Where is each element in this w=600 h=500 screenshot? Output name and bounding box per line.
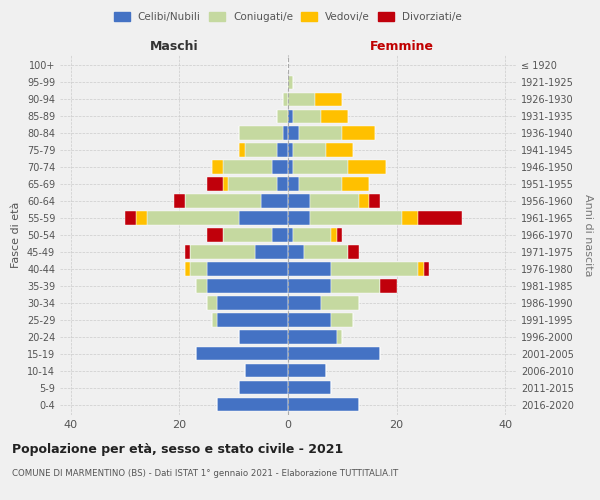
Bar xyxy=(185,246,190,258)
Bar xyxy=(206,280,288,292)
Bar xyxy=(212,314,217,326)
Bar xyxy=(288,398,359,411)
Bar xyxy=(288,246,304,258)
Bar xyxy=(206,178,223,190)
Y-axis label: Anni di nascita: Anni di nascita xyxy=(583,194,593,276)
Bar xyxy=(380,280,397,292)
Bar xyxy=(310,212,402,224)
Bar xyxy=(288,381,331,394)
Bar xyxy=(217,398,288,411)
Bar xyxy=(293,110,320,123)
Text: COMUNE DI MARMENTINO (BS) - Dati ISTAT 1° gennaio 2021 - Elaborazione TUTTITALIA: COMUNE DI MARMENTINO (BS) - Dati ISTAT 1… xyxy=(12,469,398,478)
Bar xyxy=(288,144,293,156)
Bar xyxy=(196,280,206,292)
Bar xyxy=(288,92,315,106)
Bar xyxy=(223,228,272,241)
Text: Femmine: Femmine xyxy=(370,40,434,54)
Bar xyxy=(185,194,261,207)
Text: Maschi: Maschi xyxy=(149,40,199,54)
Bar xyxy=(190,262,206,276)
Bar xyxy=(136,212,147,224)
Bar xyxy=(223,178,228,190)
Bar xyxy=(256,246,288,258)
Bar xyxy=(348,160,386,173)
Bar xyxy=(190,246,256,258)
Bar xyxy=(288,314,331,326)
Bar xyxy=(288,160,293,173)
Bar xyxy=(277,178,288,190)
Bar xyxy=(196,347,288,360)
Bar xyxy=(288,330,337,344)
Bar xyxy=(337,330,342,344)
Text: Popolazione per età, sesso e stato civile - 2021: Popolazione per età, sesso e stato civil… xyxy=(12,442,343,456)
Bar xyxy=(320,110,348,123)
Bar xyxy=(239,126,283,140)
Bar xyxy=(147,212,239,224)
Bar xyxy=(288,212,310,224)
Bar xyxy=(288,280,331,292)
Bar xyxy=(239,330,288,344)
Bar xyxy=(293,228,331,241)
Bar xyxy=(288,126,299,140)
Bar xyxy=(288,76,293,89)
Bar xyxy=(337,228,342,241)
Bar xyxy=(320,296,359,310)
Bar xyxy=(261,194,288,207)
Bar xyxy=(283,126,288,140)
Bar xyxy=(299,178,342,190)
Bar xyxy=(288,194,310,207)
Bar xyxy=(217,314,288,326)
Bar xyxy=(228,178,277,190)
Bar xyxy=(315,92,342,106)
Bar xyxy=(418,212,462,224)
Bar xyxy=(206,228,223,241)
Bar xyxy=(288,110,293,123)
Bar xyxy=(424,262,429,276)
Bar xyxy=(239,212,288,224)
Bar xyxy=(348,246,359,258)
Y-axis label: Fasce di età: Fasce di età xyxy=(11,202,21,268)
Bar xyxy=(310,194,359,207)
Bar xyxy=(217,296,288,310)
Bar xyxy=(402,212,418,224)
Bar xyxy=(299,126,342,140)
Bar xyxy=(212,160,223,173)
Bar xyxy=(245,144,277,156)
Bar xyxy=(288,178,299,190)
Bar xyxy=(326,144,353,156)
Bar xyxy=(293,144,326,156)
Bar xyxy=(331,280,380,292)
Bar xyxy=(288,228,293,241)
Bar xyxy=(359,194,370,207)
Bar xyxy=(174,194,185,207)
Bar xyxy=(331,228,337,241)
Bar xyxy=(125,212,136,224)
Bar xyxy=(331,314,353,326)
Bar xyxy=(239,144,245,156)
Bar xyxy=(288,296,320,310)
Bar xyxy=(288,347,380,360)
Bar xyxy=(277,144,288,156)
Bar xyxy=(342,126,375,140)
Bar xyxy=(331,262,418,276)
Bar xyxy=(288,262,331,276)
Bar xyxy=(239,381,288,394)
Bar xyxy=(272,228,288,241)
Bar xyxy=(418,262,424,276)
Legend: Celibi/Nubili, Coniugati/e, Vedovi/e, Divorziati/e: Celibi/Nubili, Coniugati/e, Vedovi/e, Di… xyxy=(110,8,466,26)
Bar xyxy=(370,194,380,207)
Bar xyxy=(245,364,288,378)
Bar xyxy=(206,262,288,276)
Bar xyxy=(185,262,190,276)
Bar xyxy=(288,364,326,378)
Bar xyxy=(304,246,348,258)
Bar xyxy=(272,160,288,173)
Bar xyxy=(293,160,348,173)
Bar xyxy=(223,160,272,173)
Bar xyxy=(283,92,288,106)
Bar xyxy=(277,110,288,123)
Bar xyxy=(342,178,370,190)
Bar xyxy=(206,296,217,310)
